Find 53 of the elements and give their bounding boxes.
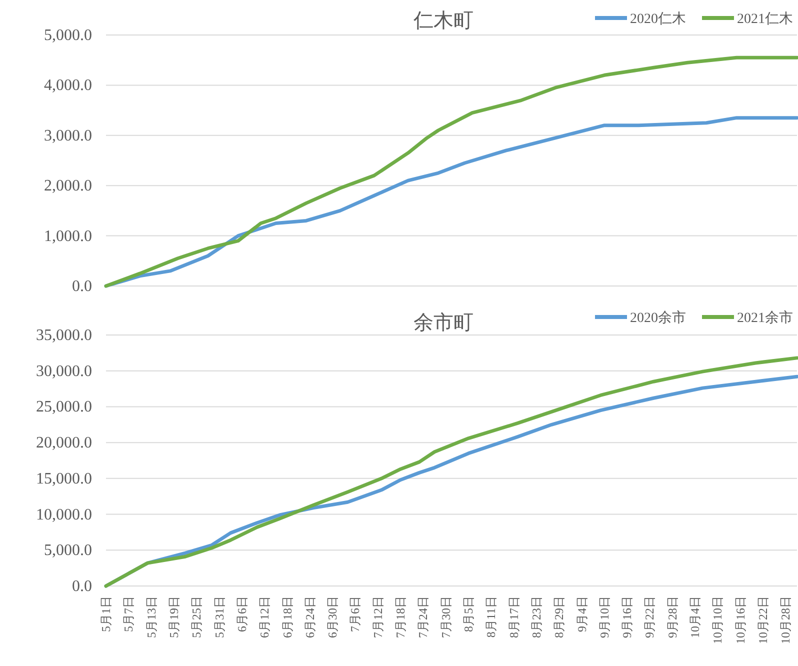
x-tick-label: 10月16日	[733, 596, 748, 644]
x-tick-label: 6月6日	[234, 596, 249, 632]
x-tick-label: 7月6日	[348, 596, 362, 632]
x-tick-label: 8月17日	[506, 596, 521, 638]
x-tick-label: 6月24日	[302, 596, 317, 638]
x-tick-label: 8月11日	[484, 596, 498, 638]
y-tick-label: 2,000.0	[44, 178, 92, 195]
x-tick-label: 9月10日	[597, 596, 612, 638]
x-tick-label: 5月25日	[190, 596, 204, 638]
x-tick-label: 7月24日	[416, 596, 430, 638]
x-tick-label: 9月22日	[642, 596, 657, 638]
chart-title: 余市町	[414, 312, 474, 334]
legend-label: 2020仁木	[630, 11, 686, 27]
x-tick-label: 9月4日	[574, 596, 589, 632]
x-tick-label: 8月29日	[552, 596, 566, 638]
chart-title: 仁木町	[412, 10, 474, 32]
x-tick-label: 10月28日	[778, 596, 793, 644]
line-series	[104, 116, 798, 288]
x-tick-label: 7月12日	[370, 596, 385, 638]
line-series	[104, 56, 798, 288]
x-tick-label: 10月22日	[756, 596, 770, 644]
y-tick-label: 35,000.0	[36, 327, 92, 344]
legend-label: 2020余市	[630, 310, 686, 326]
x-tick-label: 7月18日	[394, 596, 408, 638]
x-tick-label: 8月5日	[461, 596, 476, 632]
x-tick-label: 5月19日	[166, 596, 181, 638]
x-tick-label: 5月13日	[144, 596, 158, 638]
y-tick-label: 5,000.0	[44, 542, 92, 560]
x-tick-label: 9月28日	[665, 596, 680, 638]
y-tick-label: 15,000.0	[36, 470, 92, 488]
y-tick-label: 3,000.0	[44, 127, 92, 144]
x-tick-label: 5月1日	[99, 596, 113, 632]
y-tick-label: 20,000.0	[36, 434, 92, 452]
x-tick-label: 8月23日	[529, 596, 544, 638]
legend-label: 2021余市	[737, 310, 793, 326]
y-tick-label: 0.0	[72, 578, 92, 595]
y-tick-label: 0.0	[72, 278, 92, 295]
legend-label: 2021仁木	[737, 11, 793, 27]
x-tick-label: 6月18日	[280, 596, 294, 638]
y-tick-label: 10,000.0	[36, 506, 92, 524]
x-tick-label: 5月31日	[212, 596, 226, 638]
y-tick-label: 30,000.0	[36, 362, 92, 380]
y-tick-label: 5,000.0	[44, 27, 92, 44]
x-tick-label: 6月12日	[258, 596, 272, 638]
x-tick-label: 5月7日	[122, 596, 136, 632]
x-tick-label: 9月16日	[620, 596, 634, 638]
x-tick-label: 10月4日	[688, 596, 702, 638]
x-tick-label: 6月30日	[326, 596, 340, 638]
x-tick-label: 7月30日	[438, 596, 453, 638]
x-tick-label: 10月10日	[710, 596, 725, 644]
y-tick-label: 1,000.0	[44, 228, 92, 245]
y-tick-label: 4,000.0	[44, 77, 92, 94]
y-tick-label: 25,000.0	[36, 398, 92, 416]
